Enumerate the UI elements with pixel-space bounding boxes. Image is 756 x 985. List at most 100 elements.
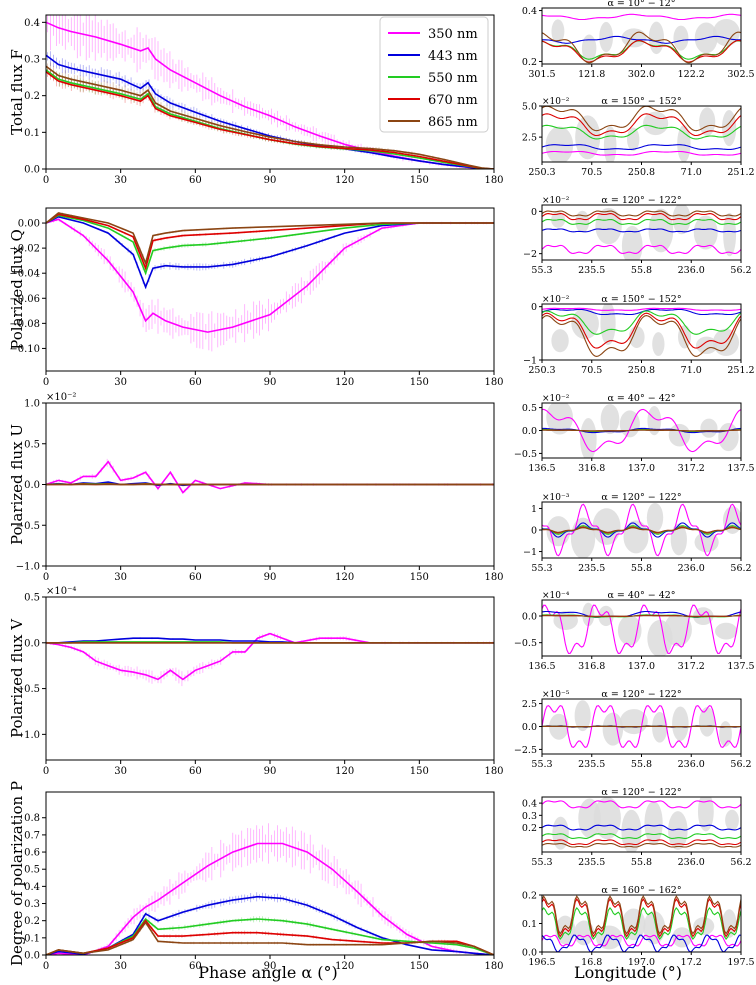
x-tick-label: 120 xyxy=(335,175,354,186)
inset-series-443nm xyxy=(542,934,741,952)
inset-y-tick-label: 0.0 xyxy=(522,426,537,437)
inset-x-tick-label: 317.2 xyxy=(678,463,705,474)
axes-frame xyxy=(45,596,495,761)
map-blob xyxy=(718,422,739,452)
map-blob xyxy=(670,523,687,556)
plot-area-F xyxy=(46,15,494,169)
map-blob xyxy=(545,126,574,162)
inset-x-tick-label: 236.0 xyxy=(678,857,705,868)
inset-x-tick-label: 235.5 xyxy=(578,563,605,574)
inset-series-865nm xyxy=(542,106,741,132)
map-blob xyxy=(715,622,738,640)
inset-x-tick-label: 302.0 xyxy=(628,69,655,80)
inset-series-670nm xyxy=(542,113,741,137)
inset-series-865nm xyxy=(542,842,741,848)
inset-x-tick-label: 316.8 xyxy=(578,463,605,474)
inset-series-670nm xyxy=(542,213,741,221)
x-tick-label: 150 xyxy=(410,961,429,972)
series-line-865nm xyxy=(46,212,494,266)
map-blob xyxy=(551,329,569,353)
map-blob xyxy=(697,797,714,832)
inset-panel-10: α = 160° − 162° 196.5 16.8 197.0 17.2 197.5 0.… xyxy=(522,885,755,968)
map-blob xyxy=(672,927,692,948)
inset-x-tick-label: 250.8 xyxy=(628,365,655,376)
inset-plot-area xyxy=(542,205,741,260)
inset-x-tick-label: 317.2 xyxy=(678,661,705,672)
panel-F: 0 30 60 90 120 150 180 0.0 0.1 0.2 0.3 0.4 Total flu… xyxy=(8,14,504,186)
map-blob xyxy=(677,125,691,162)
map-blob xyxy=(672,706,689,741)
map-blob xyxy=(699,107,716,136)
inset-y-tick-label: 0.0 xyxy=(522,612,537,623)
y-tick-label: 0.3 xyxy=(24,55,40,66)
x-tick-label: 0 xyxy=(43,766,49,777)
y-axis-label-U: Polarized flux U xyxy=(8,424,26,545)
x-tick-label: 90 xyxy=(264,175,277,186)
inset-y-tick-label: −0.5 xyxy=(514,638,537,649)
y-tick-label: 0.0 xyxy=(24,951,40,962)
y-tick-label: −0.10 xyxy=(9,344,40,355)
map-blob xyxy=(668,811,688,850)
x-tick-label: 0 xyxy=(43,175,49,186)
inset-y-tick-label: 2.5 xyxy=(522,699,537,710)
x-tick-label: 180 xyxy=(484,961,503,972)
map-blob xyxy=(617,615,642,646)
inset-series-350nm xyxy=(542,934,741,947)
errorbars-350nm xyxy=(47,458,493,493)
y-tick-label: −1.0 xyxy=(16,562,40,573)
inset-plot-area xyxy=(542,304,741,357)
inset-series-670nm xyxy=(542,312,741,349)
y-tick-label: 0.00 xyxy=(18,219,40,230)
map-blob xyxy=(725,809,739,831)
series-line-670nm xyxy=(46,71,494,169)
y-tick-label: 0.8 xyxy=(24,813,40,824)
inset-multiplier: ×10⁻² xyxy=(542,394,570,404)
x-tick-label: 120 xyxy=(335,766,354,777)
inset-series-865nm xyxy=(542,527,741,533)
panel-V: 0 30 60 90 120 150 180 0.5 0.0 −0.5 −1.0 ×10⁻⁴ Polar… xyxy=(8,586,504,777)
plot-area-U xyxy=(46,458,494,494)
inset-series-350nm xyxy=(542,150,741,156)
map-background xyxy=(552,797,739,852)
inset-x-tick-label: 250.3 xyxy=(528,167,555,178)
panel-Q: 0 30 60 90 120 150 180 0.00 −0.02 −0.04 −0.06 −0.08… xyxy=(8,207,504,388)
inset-title: α = 150° − 152° xyxy=(601,294,681,305)
inset-series-443nm xyxy=(542,35,741,44)
map-blob xyxy=(619,709,648,735)
inset-x-tick-label: 316.8 xyxy=(578,661,605,672)
map-blob xyxy=(646,502,664,533)
map-blob xyxy=(571,308,599,340)
inset-y-tick-label: −2.5 xyxy=(514,745,537,756)
inset-series-670nm xyxy=(542,40,741,63)
inset-x-tick-label: 235.5 xyxy=(578,759,605,770)
inset-panel-8: α = 120° − 122° ×10⁻⁵ 55.3 235.5 55.8 236.0 56… xyxy=(514,689,752,770)
x-tick-label: 30 xyxy=(114,766,127,777)
x-tick-label: 0 xyxy=(43,572,49,583)
map-blob xyxy=(580,418,597,458)
inset-y-tick-label: 2.5 xyxy=(522,133,537,144)
inset-x-tick-label: 302.5 xyxy=(727,69,754,80)
x-tick-label: 0 xyxy=(43,377,49,388)
inset-x-tick-label: 56.2 xyxy=(730,563,751,574)
map-blob xyxy=(553,611,578,630)
inset-panel-3: α = 120° − 122° ×10⁻² 55.3 235.5 55.8 236.0 56… xyxy=(523,195,752,276)
map-blob xyxy=(578,798,601,838)
inset-multiplier: ×10⁻⁵ xyxy=(542,690,570,700)
legend-label: 865 nm xyxy=(428,115,478,130)
inset-x-tick-label: 55.8 xyxy=(631,563,652,574)
legend-label: 350 nm xyxy=(428,27,478,42)
x-tick-label: 60 xyxy=(189,766,202,777)
y-tick-label: −0.5 xyxy=(16,684,40,695)
inset-y-tick-label: 0.4 xyxy=(522,799,537,810)
y-axis-label-V: Polarized flux V xyxy=(8,618,26,738)
y-tick-label: 1.0 xyxy=(24,399,40,410)
inset-series-350nm xyxy=(542,244,741,254)
map-blob xyxy=(652,332,665,357)
inset-x-tick-label: 251.2 xyxy=(727,167,754,178)
inset-series-865nm xyxy=(542,210,741,217)
inset-title: α = 40° − 42° xyxy=(607,590,675,601)
y-tick-label: −0.06 xyxy=(9,294,40,305)
inset-series-550nm xyxy=(542,833,741,839)
inset-series-350nm xyxy=(542,604,741,654)
